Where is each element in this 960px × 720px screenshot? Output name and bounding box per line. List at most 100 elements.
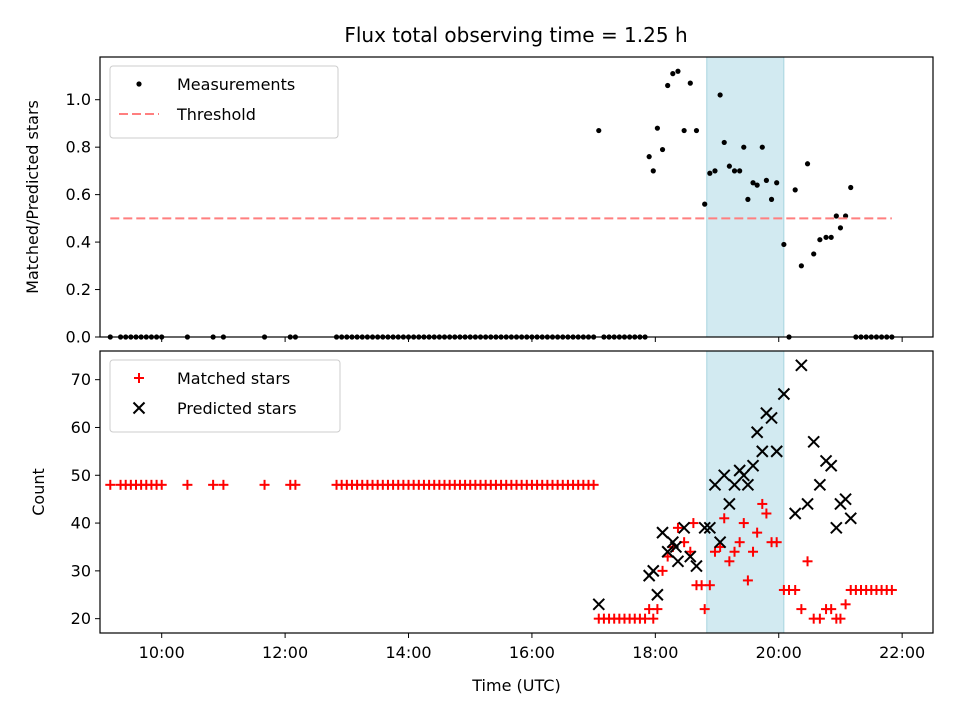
bot-series-predicted-stars-point-13-b (703, 521, 717, 535)
bot-series-predicted-stars-point-10-b (684, 550, 697, 563)
bot-ytick-label-2: 40 (71, 514, 91, 533)
bot-series-predicted-stars-point-8 (671, 555, 685, 568)
top-series-measurements-point-84 (681, 127, 687, 134)
bot-series-predicted-stars-point-3-b (651, 588, 664, 601)
bot-series-matched-stars-point-12 (218, 479, 229, 490)
bot-ytick-label-3: 50 (71, 466, 91, 485)
chart-title: Flux total observing time = 1.25 h (344, 23, 687, 47)
bot-series-matched-stars-point-92 (715, 541, 726, 552)
bot-series-predicted-stars-point-29 (788, 507, 802, 520)
bot-series-predicted-stars-point-23 (750, 426, 764, 439)
bot-series-matched-stars-point-109 (802, 556, 813, 567)
top-series-measurements-point-106 (798, 263, 804, 269)
bot-series-predicted-stars-point-38-b (839, 492, 852, 506)
bot-series-predicted-stars-point-30 (795, 359, 808, 372)
top-series-measurements-point-91 (721, 139, 727, 146)
bot-series-predicted-stars-point-14 (708, 478, 722, 492)
bot-series-predicted-stars-point-12 (698, 521, 711, 535)
bot-series-matched-stars-point-113 (826, 604, 837, 615)
bot-series-predicted-stars-point-11 (690, 559, 703, 573)
bot-series-predicted-stars-point-5-b (661, 545, 674, 558)
top-legend-marker-measurements (136, 81, 142, 87)
bot-series-predicted-stars-point-26-b (765, 411, 778, 425)
top-series-measurements-point-80 (659, 146, 666, 153)
bot-series-predicted-stars-point-22-b (746, 459, 760, 472)
top-y-axis-label: Matched/Predicted stars (23, 100, 42, 294)
bot-series-matched-stars-point-91 (709, 546, 720, 557)
bot-series-predicted-stars-point-39 (844, 512, 857, 525)
top-series-measurements-point-114 (842, 213, 849, 219)
top-x-ticks (161, 337, 903, 342)
x-tick-label-3: 16:00 (509, 643, 555, 662)
bot-series-predicted-stars-point-32-b (807, 435, 820, 449)
bot-series-predicted-stars-point-20 (737, 469, 750, 482)
bot-series-matched-stars-point-111 (814, 613, 825, 624)
bot-series-predicted-stars-point-2-b (647, 564, 660, 578)
bot-legend-marker-predicted-stars-b (132, 401, 146, 415)
top-series-measurements-point-112 (833, 213, 839, 219)
bot-series-predicted-stars-point-9 (677, 521, 691, 535)
bot-series-matched-stars-point-10 (182, 479, 193, 490)
top-legend-label-threshold: Threshold (176, 105, 256, 124)
bot-series-predicted-stars-point-17 (723, 497, 736, 511)
bot-series-predicted-stars-point-31-b (801, 497, 814, 511)
bot-series-predicted-stars-point-0 (592, 598, 605, 611)
bot-series-matched-stars-point-66 (588, 479, 599, 490)
bot-series-predicted-stars-point-21 (741, 478, 755, 492)
bot-series-matched-stars-point-102 (761, 508, 772, 519)
top-series-measurements-point-97 (750, 180, 756, 186)
x-tick-label-0: 10:00 (139, 643, 185, 662)
top-series-measurements-point-81 (665, 82, 671, 89)
bot-series-predicted-stars-point-12-b (698, 521, 711, 535)
top-series-measurements-point-115 (848, 184, 854, 191)
bot-series-predicted-stars-point-10 (684, 550, 697, 563)
bot-series-matched-stars-point-90 (704, 580, 715, 591)
bot-series-predicted-stars-point-27 (770, 445, 783, 458)
bot-series-matched-stars-point-95 (729, 546, 740, 557)
bottom-legend: Matched stars Predicted stars (109, 359, 341, 433)
bot-series-predicted-stars-point-28-b (777, 387, 791, 401)
top-legend: Measurements Threshold (109, 65, 339, 139)
top-series-measurements-point-96 (745, 196, 751, 202)
bot-series-predicted-stars-point-29-b (788, 507, 802, 520)
bot-series-predicted-stars-point-30-b (795, 359, 808, 372)
bot-series-predicted-stars-point-24 (756, 445, 769, 458)
top-series-measurements-point-78 (650, 168, 656, 174)
top-ytick-label-5: 1.0 (66, 90, 91, 109)
bot-series-matched-stars-point-100 (752, 527, 763, 538)
top-series-measurements-point-92 (726, 163, 732, 169)
bot-series-predicted-stars-point-18 (728, 478, 741, 492)
bot-series-matched-stars (105, 479, 897, 624)
top-ytick-label-0: 0.0 (66, 328, 91, 347)
top-series-measurements-point-108 (811, 251, 817, 257)
bot-series-matched-stars-point-104 (771, 537, 782, 548)
top-series-measurements-point-67 (596, 127, 602, 134)
bot-series-predicted-stars-point-23-b (750, 426, 764, 439)
bot-series-predicted-stars-point-7-b (669, 540, 683, 554)
top-series-measurements-point-102 (774, 180, 780, 186)
top-ytick-label-2: 0.4 (66, 233, 91, 252)
bot-series-matched-stars-point-93 (719, 513, 730, 524)
bot-series-predicted-stars-point-21-b (741, 478, 755, 492)
bottom-axes-frame (99, 350, 934, 634)
bot-legend-box (109, 359, 341, 433)
x-tick-label-1: 12:00 (262, 643, 308, 662)
top-series-measurements-point-89 (712, 168, 718, 174)
top-series-measurements-point-79 (654, 125, 660, 131)
bot-series-predicted-stars-point-15-b (713, 535, 727, 549)
top-series-measurements-point-103 (781, 241, 787, 248)
top-series-measurements-point-88 (707, 170, 713, 176)
bot-series-predicted-stars-point-2 (647, 564, 660, 578)
bot-series-matched-stars-point-94 (724, 556, 735, 567)
bottom-series-layer (105, 359, 897, 624)
bot-series-predicted-stars-point-36 (830, 521, 843, 535)
bot-series-matched-stars-point-15 (290, 479, 301, 490)
bot-ytick-label-0: 20 (71, 609, 91, 628)
bot-series-predicted-stars-point-4 (656, 526, 669, 539)
top-series-measurements-point-90 (717, 92, 723, 98)
top-series-measurements-point-113 (837, 225, 844, 231)
top-legend-box (109, 65, 339, 139)
bot-legend-label-predicted-stars: Predicted stars (177, 399, 297, 418)
bot-series-predicted-stars-point-9-b (677, 521, 691, 535)
top-ytick-label-3: 0.6 (66, 185, 91, 204)
